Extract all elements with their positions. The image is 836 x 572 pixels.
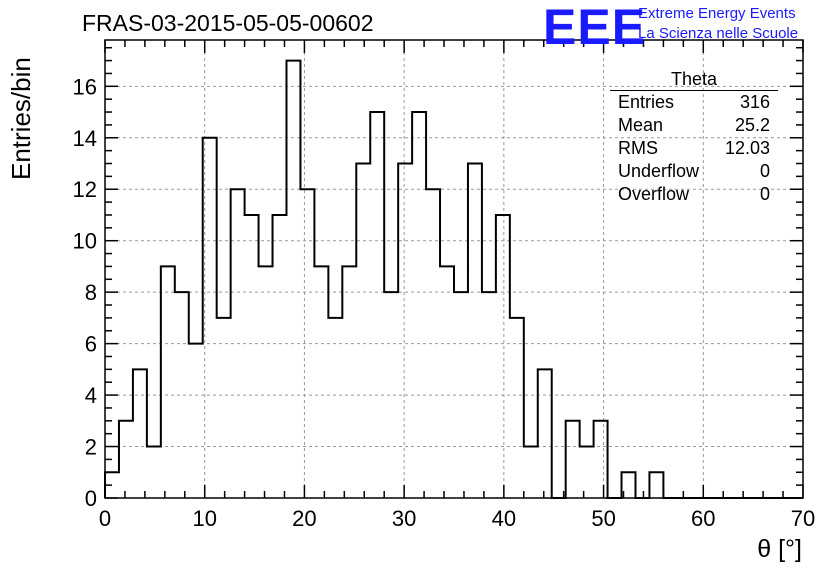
histogram-bin <box>286 61 300 498</box>
histogram-bin <box>426 189 440 498</box>
stats-row-mean: Mean 25.2 <box>610 114 778 137</box>
stats-row-entries: Entries 316 <box>610 91 778 114</box>
histogram-bin <box>566 421 580 498</box>
x-tick-label: 40 <box>492 506 516 531</box>
histogram-bin <box>328 318 342 498</box>
x-tick-label: 60 <box>691 506 715 531</box>
y-tick-label: 2 <box>85 435 97 460</box>
histogram-bin <box>398 164 412 498</box>
histogram-bin <box>412 112 426 498</box>
histogram-bin <box>259 266 273 498</box>
y-tick-label: 6 <box>85 332 97 357</box>
x-tick-label: 30 <box>392 506 416 531</box>
y-axis-label: Entries/bin <box>6 57 36 180</box>
x-axis-label: θ [°] <box>757 535 802 563</box>
stats-value: 25.2 <box>734 115 770 135</box>
stats-label: Mean <box>618 115 664 135</box>
x-tick-label: 0 <box>99 506 111 531</box>
histogram-bin <box>454 292 468 498</box>
stats-box: Theta Entries 316 Mean 25.2 RMS 12.03 Un… <box>610 68 778 206</box>
stats-row-overflow: Overflow 0 <box>610 183 778 206</box>
y-tick-label: 12 <box>73 177 97 202</box>
histogram-bin <box>649 472 663 498</box>
histogram-bin <box>300 189 314 498</box>
histogram-outline <box>104 59 803 499</box>
histogram-bin <box>161 266 175 498</box>
stats-label: Underflow <box>618 161 700 181</box>
histogram-bin <box>370 112 384 498</box>
stats-label: Entries <box>618 92 675 112</box>
stats-label: Overflow <box>618 184 690 204</box>
histogram-bin <box>203 138 217 498</box>
histogram-bin <box>482 292 496 498</box>
stats-value: 12.03 <box>724 138 770 158</box>
histogram-bin <box>538 369 552 498</box>
histogram-bin <box>580 447 594 498</box>
y-tick-label: 8 <box>85 280 97 305</box>
stats-value: 0 <box>759 184 770 204</box>
stats-value: 316 <box>739 92 770 112</box>
histogram-bin <box>119 421 133 498</box>
stats-row-underflow: Underflow 0 <box>610 160 778 183</box>
histogram-bin <box>133 369 147 498</box>
y-tick-label: 10 <box>73 229 97 254</box>
histogram-bin <box>440 266 454 498</box>
histogram-bin <box>245 215 259 498</box>
x-tick-label: 70 <box>791 506 815 531</box>
histogram-bin <box>175 292 189 498</box>
histogram-bin <box>147 447 161 498</box>
y-tick-label: 4 <box>85 383 97 408</box>
histogram-bin <box>594 421 608 498</box>
y-tick-label: 14 <box>73 126 97 151</box>
histogram-bin <box>217 318 231 498</box>
chart-title: FRAS-03-2015-05-05-00602 <box>82 10 374 36</box>
histogram-bin <box>231 189 245 498</box>
logo-line-1: Extreme Energy Events <box>638 5 796 22</box>
stats-title: Theta <box>610 68 778 91</box>
histogram-bin <box>510 318 524 498</box>
logo-line-2: La Scienza nelle Scuole <box>638 25 799 42</box>
y-tick-label: 0 <box>85 486 97 511</box>
plot-frame <box>104 39 804 499</box>
histogram-bin <box>273 215 287 498</box>
y-tick-label: 16 <box>73 74 97 99</box>
x-tick-label: 10 <box>192 506 216 531</box>
histogram-bin <box>496 215 510 498</box>
x-tick-label: 20 <box>292 506 316 531</box>
stats-label: RMS <box>618 138 658 158</box>
histogram-bin <box>524 447 538 498</box>
eee-logo: EEE <box>543 0 647 55</box>
histogram-bin <box>356 164 370 498</box>
histogram-bin <box>468 164 482 498</box>
histogram-bin <box>314 266 328 498</box>
histogram-bin <box>189 344 203 498</box>
x-tick-label: 50 <box>591 506 615 531</box>
histogram-bin <box>384 292 398 498</box>
histogram-bin <box>342 266 356 498</box>
stats-value: 0 <box>759 161 770 181</box>
stats-row-rms: RMS 12.03 <box>610 137 778 160</box>
